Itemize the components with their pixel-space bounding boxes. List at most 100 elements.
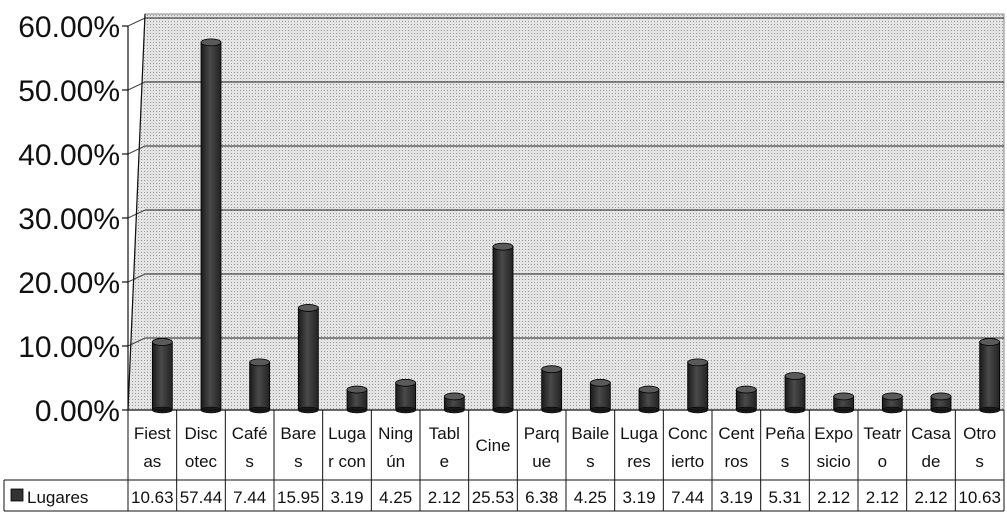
category-label: Tabl (429, 424, 460, 443)
category-label: otec (185, 452, 218, 471)
gridline-depth (127, 145, 146, 155)
y-tick-label: 10.00% (18, 331, 120, 364)
bar (638, 385, 660, 414)
category-label: o (878, 452, 887, 471)
bar-top (833, 392, 855, 401)
bar (589, 378, 611, 414)
bar (687, 358, 709, 414)
data-label: 4.25 (574, 488, 607, 507)
data-label: 10.63 (958, 488, 1001, 507)
data-label: 3.19 (330, 488, 363, 507)
category-label: Cent (718, 424, 754, 443)
bar (979, 338, 1001, 414)
bar (297, 304, 319, 414)
bar-top (735, 385, 757, 394)
data-label: 10.63 (131, 488, 174, 507)
data-label: 2.12 (817, 488, 850, 507)
bar-body (297, 307, 319, 411)
bar (395, 378, 417, 414)
gridline-depth (127, 273, 146, 283)
data-label: 5.31 (768, 488, 801, 507)
bar (346, 385, 368, 414)
category-label: Luga (620, 424, 658, 443)
category-label: Teatr (863, 424, 901, 443)
category-label: s (781, 452, 790, 471)
category-label: de (922, 452, 941, 471)
bar-top (687, 358, 709, 367)
plot-area (127, 13, 1005, 411)
y-tick-label: 0.00% (35, 395, 120, 428)
category-label: as (143, 452, 161, 471)
category-label: ierto (671, 452, 704, 471)
data-label: 7.44 (233, 488, 266, 507)
category-label: ros (725, 452, 749, 471)
bar-body (979, 341, 1001, 411)
category-label: Expo (814, 424, 853, 443)
bar (541, 365, 563, 414)
y-axis-depth (127, 13, 146, 411)
y-tick-label: 40.00% (18, 139, 120, 172)
data-label: 3.19 (622, 488, 655, 507)
category-label: Conc (668, 424, 708, 443)
category-label: res (627, 452, 651, 471)
y-tick-label: 60.00% (18, 11, 120, 44)
data-label: 2.12 (866, 488, 899, 507)
bar-top (346, 385, 368, 394)
legend-label: Lugares (27, 488, 88, 507)
category-label: ún (386, 452, 405, 471)
data-label: 2.12 (428, 488, 461, 507)
bar-top (979, 338, 1001, 346)
category-label: r con (328, 452, 366, 471)
bar-body (200, 41, 222, 411)
bar-body (151, 341, 173, 411)
bar (492, 242, 514, 414)
y-tick-label: 50.00% (18, 75, 120, 108)
bar (735, 385, 757, 414)
category-label: s (975, 452, 984, 471)
data-label: 7.44 (671, 488, 704, 507)
category-label: e (440, 452, 449, 471)
bar-top (297, 304, 319, 312)
y-tick-label: 30.00% (18, 203, 120, 236)
bar-body (492, 246, 514, 411)
data-label: 6.38 (525, 488, 558, 507)
bar-top (784, 372, 806, 380)
category-label: Ning (378, 424, 413, 443)
bar-top (881, 392, 903, 401)
data-label: 2.12 (914, 488, 947, 507)
bar-top (930, 392, 952, 401)
bar-top (443, 392, 465, 401)
bar (249, 358, 271, 414)
data-label: 25.53 (472, 488, 515, 507)
data-label: 3.19 (720, 488, 753, 507)
bar (200, 38, 222, 414)
data-label: 15.95 (277, 488, 320, 507)
category-label: Baile (571, 424, 609, 443)
data-label: 57.44 (180, 488, 223, 507)
category-label: Peña (765, 424, 805, 443)
category-label: sicio (817, 452, 851, 471)
bar (784, 372, 806, 414)
category-label: s (294, 452, 303, 471)
bar (443, 392, 465, 414)
bar-top (200, 38, 222, 47)
data-label: 4.25 (379, 488, 412, 507)
category-label: Luga (328, 424, 366, 443)
bar-body (784, 375, 806, 411)
bar (833, 392, 855, 414)
bar-body (687, 361, 709, 411)
category-label: Disc (184, 424, 218, 443)
legend-swatch (10, 488, 24, 502)
category-label: ue (532, 452, 551, 471)
category-label: Parq (524, 424, 560, 443)
bar (151, 338, 173, 414)
bar-top (395, 378, 417, 387)
bar-body (395, 382, 417, 411)
category-label: Casa (911, 424, 951, 443)
category-label: s (586, 452, 595, 471)
bar-top (249, 358, 271, 367)
category-label: Otro (963, 424, 996, 443)
category-label: Bare (280, 424, 316, 443)
